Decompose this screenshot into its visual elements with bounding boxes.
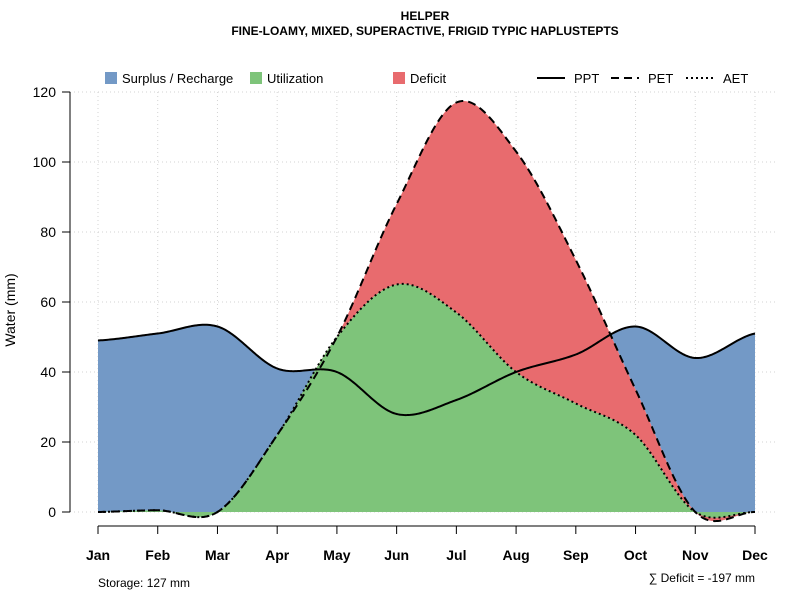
y-tick-label: 100: [33, 154, 57, 170]
x-tick-label-sep: Sep: [563, 547, 589, 563]
y-tick-label: 60: [40, 294, 56, 310]
y-tick-label: 120: [33, 84, 57, 100]
legend-label-utilization: Utilization: [267, 71, 323, 86]
legend-swatch-deficit: [393, 72, 405, 84]
deficit-annotation: ∑ Deficit = -197 mm: [649, 571, 755, 585]
legend-swatch-utilization: [250, 72, 262, 84]
legend-label-deficit: Deficit: [410, 71, 447, 86]
y-axis-label: Water (mm): [2, 273, 18, 346]
utilization-area: [98, 283, 755, 518]
storage-annotation: Storage: 127 mm: [98, 576, 190, 590]
legend-label-ppt: PPT: [574, 71, 599, 86]
series-lines: [97, 100, 756, 523]
x-tick-label-oct: Oct: [624, 547, 648, 563]
x-tick-label-mar: Mar: [205, 547, 230, 563]
x-tick-label-feb: Feb: [145, 547, 170, 563]
x-tick-label-jul: Jul: [446, 547, 466, 563]
x-tick-label-nov: Nov: [682, 547, 709, 563]
series-line-aet: [97, 282, 756, 519]
x-tick-label-dec: Dec: [742, 547, 768, 563]
y-tick-label: 20: [40, 434, 56, 450]
y-tick-label: 40: [40, 364, 56, 380]
series-line-ppt: [97, 323, 756, 417]
legend: Surplus / Recharge Utilization Deficit PPT P…: [105, 71, 748, 86]
surplus-recharge-area: [98, 324, 755, 522]
x-tick-label-may: May: [323, 547, 350, 563]
deficit-area: [98, 101, 755, 522]
legend-swatch-surplus: [105, 72, 117, 84]
y-tick-label: 0: [48, 504, 56, 520]
x-tick-label-aug: Aug: [502, 547, 529, 563]
axes: 0 20 40 60 80 100 120 Jan Feb Mar Apr May Jun Jul Aug S…: [33, 84, 768, 563]
area-fills: [98, 101, 755, 522]
chart-title: HELPER: [401, 9, 450, 23]
y-tick-label: 80: [40, 224, 56, 240]
legend-label-surplus: Surplus / Recharge: [122, 71, 233, 86]
x-tick-label-jan: Jan: [86, 547, 110, 563]
chart-subtitle: FINE-LOAMY, MIXED, SUPERACTIVE, FRIGID T…: [231, 24, 618, 38]
legend-label-aet: AET: [723, 71, 748, 86]
utilization-base-area: [98, 369, 755, 518]
legend-label-pet: PET: [648, 71, 673, 86]
x-tick-label-apr: Apr: [265, 547, 290, 563]
x-tick-label-jun: Jun: [384, 547, 409, 563]
